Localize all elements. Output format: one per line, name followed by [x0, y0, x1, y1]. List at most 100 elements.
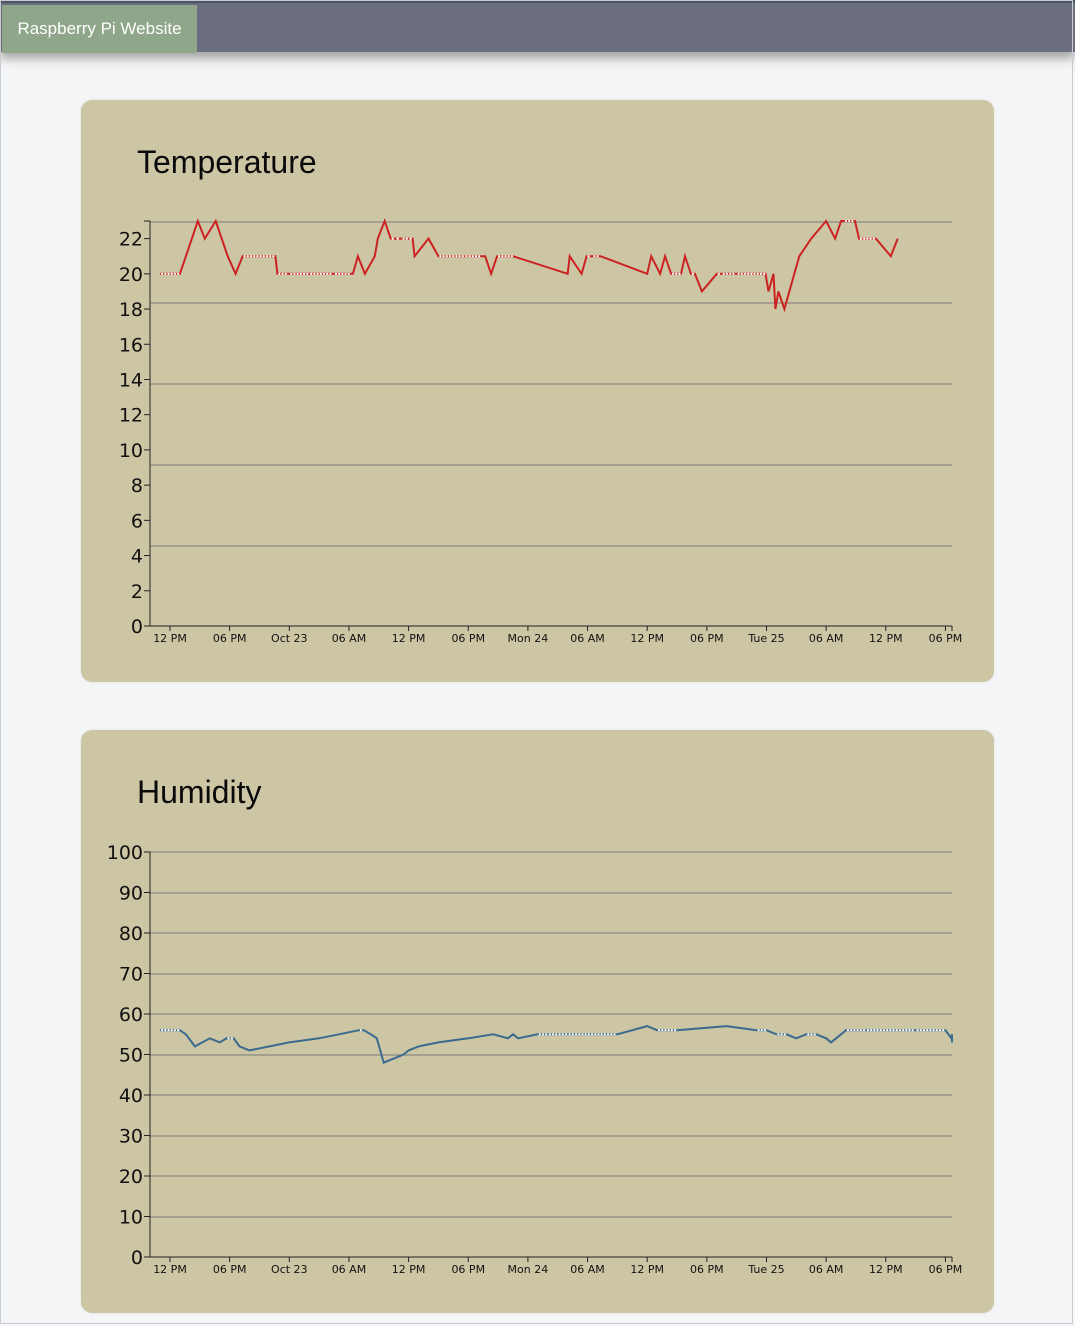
data-point — [756, 272, 759, 275]
data-point — [445, 255, 448, 258]
series-line — [160, 1025, 953, 1064]
data-point — [313, 272, 316, 275]
y-tick-label: 80 — [119, 923, 143, 945]
data-point — [455, 255, 458, 258]
y-tick-label: 14 — [119, 369, 143, 391]
x-tick-label: Mon 24 — [508, 1263, 549, 1276]
data-point — [759, 272, 763, 275]
data-point — [869, 237, 872, 240]
data-point — [391, 237, 394, 240]
x-tick-label: 06 PM — [690, 1263, 724, 1276]
data-point — [334, 272, 338, 275]
x-tick-label: 06 AM — [570, 632, 605, 645]
data-point — [674, 1029, 677, 1032]
data-point — [164, 1029, 167, 1032]
x-tick-label: 12 PM — [869, 632, 903, 645]
data-point — [613, 1033, 616, 1036]
x-tick-label: 06 AM — [332, 1263, 367, 1276]
chart-title: Humidity — [137, 774, 262, 810]
data-point — [465, 255, 468, 258]
data-point — [866, 1029, 870, 1032]
humidity-card: Humidity 0 10 20 30 40 50 60 70 80 90 100 12 PM 06 P… — [81, 730, 994, 1313]
data-point — [813, 1033, 816, 1036]
data-point — [265, 255, 269, 258]
brand-link[interactable]: Raspberry Pi Website — [2, 5, 197, 53]
data-point — [866, 237, 869, 240]
data-point — [338, 272, 341, 275]
data-point — [256, 255, 259, 258]
x-tick-label: 12 PM — [153, 632, 187, 645]
y-tick-label: 40 — [119, 1085, 143, 1107]
data-point — [853, 1029, 856, 1032]
data-point — [763, 1029, 767, 1032]
data-point — [249, 255, 253, 258]
data-point — [667, 1029, 670, 1032]
data-point — [750, 272, 753, 275]
data-point — [359, 1029, 362, 1032]
data-point — [278, 272, 281, 275]
y-tick-label: 30 — [119, 1126, 143, 1148]
data-point — [442, 255, 445, 258]
data-point — [501, 255, 504, 258]
data-point — [935, 1029, 938, 1032]
data-point — [173, 1029, 176, 1032]
data-point — [290, 272, 293, 275]
data-point — [177, 1029, 180, 1032]
humidity-chart: 0 10 20 30 40 50 60 70 80 90 100 12 PM 06 PM Oct 23 06… — [107, 842, 963, 1276]
data-point — [610, 1033, 613, 1036]
data-point — [170, 272, 173, 275]
data-point — [347, 272, 350, 275]
data-point — [725, 272, 729, 275]
data-point — [177, 272, 180, 275]
y-tick-label: 0 — [131, 1247, 143, 1269]
data-point — [310, 272, 313, 275]
data-point — [872, 237, 875, 240]
x-tick-label: 12 PM — [630, 1263, 664, 1276]
chart-title: Temperature — [137, 144, 317, 180]
data-point — [873, 1029, 876, 1032]
data-point — [732, 272, 735, 275]
x-tick-label: Tue 25 — [747, 1263, 784, 1276]
y-tick-label: 16 — [119, 334, 143, 356]
data-point — [661, 1029, 664, 1032]
data-point — [919, 1029, 922, 1032]
data-point — [167, 1029, 170, 1032]
data-point — [850, 1029, 853, 1032]
x-tick-label: 12 PM — [153, 1263, 187, 1276]
data-point — [760, 1029, 763, 1032]
data-point — [753, 272, 756, 275]
data-point — [161, 1029, 164, 1032]
data-point — [846, 1029, 850, 1032]
temperature-card: Temperature 0 2 4 6 8 10 12 14 16 18 20 22 12 PM 06 P… — [81, 100, 994, 682]
data-point — [448, 255, 452, 258]
data-point — [341, 272, 344, 275]
data-point — [856, 1029, 859, 1032]
data-point — [161, 272, 164, 275]
data-point — [498, 255, 501, 258]
data-point — [173, 272, 176, 275]
data-point — [895, 1029, 898, 1032]
data-point — [306, 272, 309, 275]
data-point — [591, 1033, 594, 1036]
x-tick-label: 06 AM — [570, 1263, 605, 1276]
data-point — [942, 1029, 945, 1032]
data-point — [558, 1033, 561, 1036]
data-point — [879, 1029, 882, 1032]
data-point — [777, 1033, 780, 1036]
data-point — [561, 1033, 564, 1036]
data-point — [859, 237, 863, 240]
data-point — [717, 272, 720, 275]
data-point — [678, 272, 681, 275]
data-point — [227, 1037, 230, 1040]
data-point — [916, 1029, 919, 1032]
data-point — [170, 1029, 173, 1032]
data-point — [578, 1033, 581, 1036]
data-point — [597, 1033, 600, 1036]
x-tick-label: 06 AM — [809, 632, 844, 645]
data-point — [783, 1033, 786, 1036]
top-navbar: Raspberry Pi Website — [0, 0, 1075, 53]
data-point — [575, 1033, 578, 1036]
data-point — [929, 1029, 932, 1032]
data-point — [405, 237, 408, 240]
data-point — [296, 272, 299, 275]
